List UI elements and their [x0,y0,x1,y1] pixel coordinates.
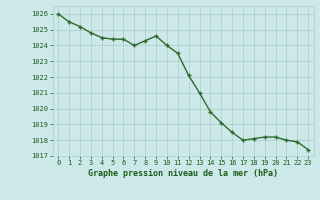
X-axis label: Graphe pression niveau de la mer (hPa): Graphe pression niveau de la mer (hPa) [88,169,278,178]
